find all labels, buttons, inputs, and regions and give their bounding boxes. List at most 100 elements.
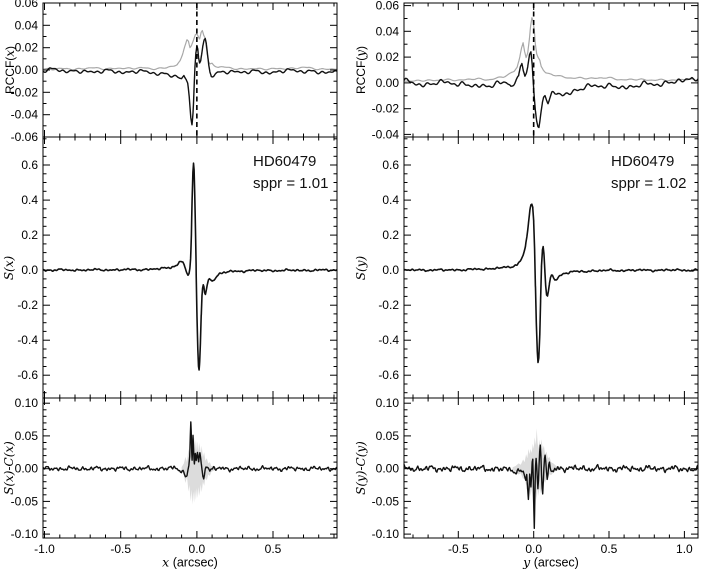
bottom-right-ticks [404,398,698,538]
y-tick-label: 0.02 [376,50,400,64]
middle-left-tick-labels: 0.6 0.4 0.2 0.0 -0.2 -0.4 -0.6 [17,158,38,382]
top-left-black-rccf-curve [42,37,338,126]
y-tick-label: 0.02 [15,41,39,55]
ylabel-s-x: S(x) [2,255,16,281]
x-tick-label: -1.0 [34,542,55,556]
y-tick-label: 0.6 [382,158,399,172]
panel-top-right: 0.06 0.04 0.02 0.00 -0.02 -0.04 [372,0,699,141]
x-tick-label: -0.5 [448,542,469,556]
y-tick-label: 0.0 [21,263,38,277]
top-left-ticks [43,2,337,138]
ylabel-math-y: y [354,49,368,57]
y-tick-label: -0.02 [11,85,39,99]
y-tick-label: 0.05 [15,429,39,443]
top-left-gray-reference-curve [42,29,337,71]
y-tick-label: 0.2 [21,228,38,242]
top-right-black-rccf-curve [403,51,699,129]
y-tick-label: -0.04 [11,108,39,122]
ylabel-sx-cx: S(x)-C(x) [2,441,16,495]
y-tick-label: 0.4 [21,193,38,207]
annotation-right: HD60479 sppr = 1.02 [611,151,686,195]
xlabel-y-arcsec: y (arcsec) [523,555,579,570]
panel-top-left: 0.06 0.04 0.02 0.00 -0.02 -0.04 -0.06 [11,0,338,144]
ylabel-text: ) [354,45,368,50]
y-tick-label: 0.06 [376,0,400,13]
y-tick-label: 0.06 [15,0,39,10]
y-tick-label: 0.10 [376,396,400,410]
ylabel-text: ) [3,45,17,50]
ylabel-sy-cy: S(y)-C(y) [354,441,368,495]
y-tick-label: -0.10 [372,527,400,541]
sppr-value: sppr = 1.02 [611,175,687,192]
y-tick-label: -0.04 [372,127,400,141]
ylabel-s-y: S(y) [354,255,368,281]
y-tick-label: 0.00 [376,462,400,476]
bottom-right-black-residual-curve [403,444,699,529]
y-tick-label: 0.6 [21,158,38,172]
y-tick-label: 0.04 [376,24,400,38]
sppr-value: sppr = 1.01 [253,175,329,192]
y-tick-label: -0.2 [17,298,38,312]
annotation-left: HD60479 sppr = 1.01 [253,151,328,195]
ylabel-text: RCCF( [354,56,368,95]
x-tick-label: 0.0 [525,542,542,556]
ylabel-math-x: x [3,49,17,57]
top-right-ticks [404,3,698,137]
y-tick-label: 0.00 [376,76,400,90]
y-tick-label: -0.6 [378,368,399,382]
y-tick-label: 0.05 [376,429,400,443]
middle-left-black-signal-curve [43,162,338,371]
y-tick-label: 0.00 [15,462,39,476]
ylabel-rccf-x: RCCF(x) [3,46,17,94]
star-name: HD60479 [253,153,317,170]
xlabel-x-arcsec: x (arcsec) [162,555,218,570]
xlabel-math-x: x [162,554,170,570]
y-tick-label: 0.2 [382,228,399,242]
bottom-left-tick-labels: 0.10 0.05 0.00 -0.05 -0.10-1.0 -0.5 0.0 0.5 [11,396,282,556]
bottom-left-ticks [43,398,337,538]
x-tick-label: 1.0 [676,542,693,556]
y-tick-label: -0.6 [17,368,38,382]
top-right-gray-reference-curve [404,17,699,82]
x-tick-label: 0.0 [189,542,206,556]
y-tick-label: 0.00 [15,63,39,77]
y-tick-label: -0.06 [11,130,39,144]
y-tick-label: 0.0 [382,263,399,277]
y-tick-label: -0.05 [372,494,400,508]
middle-right-ticks [404,137,698,398]
ylabel-rccf-y: RCCF(y) [354,46,368,94]
x-tick-label: 0.5 [265,542,282,556]
y-tick-label: -0.05 [11,494,39,508]
panel-bottom-right: 0.10 0.05 0.00 -0.05 -0.10 -0.5 0.0 0.5 1.0 [372,396,699,556]
x-tick-label: -0.5 [110,542,131,556]
xlabel-text: (arcsec) [169,555,218,570]
y-tick-label: -0.02 [372,102,400,116]
bottom-left-frame [42,397,338,539]
ylabel-text: RCCF( [3,56,17,95]
bottom-left-uncertainty-band [181,435,217,505]
y-tick-label: 0.10 [15,396,39,410]
top-right-frame [403,2,699,138]
star-name: HD60479 [611,153,675,170]
bottom-right-frame [403,397,699,539]
y-tick-label: -0.4 [17,333,38,347]
middle-left-ticks [43,137,337,398]
bottom-left-black-residual-curve [42,421,338,480]
x-tick-label: 0.5 [601,542,618,556]
top-left-tick-labels: 0.06 0.04 0.02 0.00 -0.02 -0.04 -0.06 [11,0,39,144]
panel-bottom-left: 0.10 0.05 0.00 -0.05 -0.10-1.0 -0.5 0.0 0.5 [11,396,338,556]
xlabel-math-y: y [523,554,531,570]
y-tick-label: 0.04 [15,18,39,32]
y-tick-label: -0.10 [11,527,39,541]
middle-right-tick-labels: 0.6 0.4 0.2 0.0 -0.2 -0.4 -0.6 [378,158,399,382]
top-right-tick-labels: 0.06 0.04 0.02 0.00 -0.02 -0.04 [372,0,400,141]
y-tick-label: -0.2 [378,298,399,312]
middle-right-black-signal-curve [403,203,698,364]
bottom-right-tick-labels: 0.10 0.05 0.00 -0.05 -0.10 -0.5 0.0 0.5 1.0 [372,396,693,556]
panel-middle-right: 0.6 0.4 0.2 0.0 -0.2 -0.4 -0.6 [378,136,699,399]
y-tick-label: 0.4 [382,193,399,207]
y-tick-label: -0.4 [378,333,399,347]
xlabel-text: (arcsec) [530,555,579,570]
